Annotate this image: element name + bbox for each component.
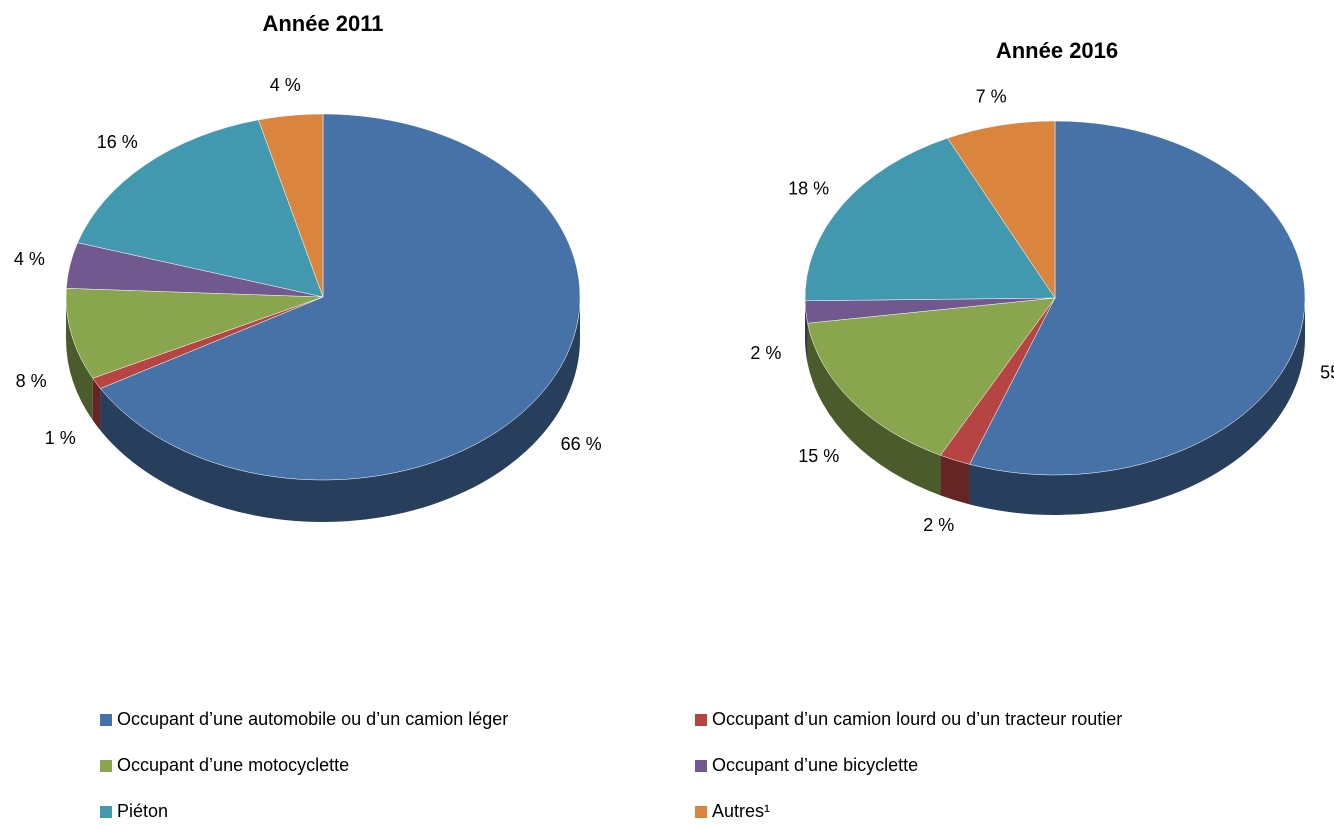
legend-swatch [695, 714, 707, 726]
slice [804, 137, 1056, 302]
legend-swatch [100, 714, 112, 726]
data-label: 55 % [1320, 362, 1334, 382]
data-label: 1 % [45, 428, 76, 448]
legend-label: Occupant d’une bicyclette [712, 755, 918, 775]
data-label: 18 % [788, 179, 829, 199]
legend-swatch [100, 760, 112, 772]
data-label: 16 % [97, 132, 138, 152]
data-label: 15 % [798, 446, 839, 466]
slice [807, 297, 1056, 456]
slice-side [66, 297, 93, 421]
legend-swatch [695, 806, 707, 818]
slice [947, 120, 1056, 299]
chart-title: Année 2016 [996, 38, 1118, 63]
chart-title: Année 2011 [262, 11, 383, 36]
slice [969, 120, 1306, 476]
legend-swatch [100, 806, 112, 818]
data-label: 7 % [976, 86, 1007, 106]
data-label: 2 % [923, 515, 954, 535]
legend-label: Occupant d’une motocyclette [117, 755, 349, 775]
slice-side [807, 323, 941, 496]
slice [258, 113, 324, 298]
slice [77, 119, 324, 298]
slice-side [100, 297, 581, 522]
data-label: 4 % [14, 249, 45, 269]
data-label: 8 % [16, 371, 47, 391]
legend-swatch [695, 760, 707, 772]
data-label: 66 % [561, 434, 602, 454]
slice [100, 113, 581, 481]
data-label: 4 % [270, 75, 301, 95]
legend-label: Occupant d’un camion lourd ou d’un tract… [712, 709, 1122, 729]
slice-side [969, 298, 1305, 515]
legend-label: Occupant d’une automobile ou d’un camion… [117, 709, 508, 729]
data-label: 2 % [750, 343, 781, 363]
legend-label: Piéton [117, 801, 168, 821]
slice [65, 288, 324, 379]
legend-label: Autres¹ [712, 801, 770, 821]
slice-side [92, 378, 101, 431]
slice-side [940, 455, 970, 505]
slice-side [805, 300, 808, 364]
